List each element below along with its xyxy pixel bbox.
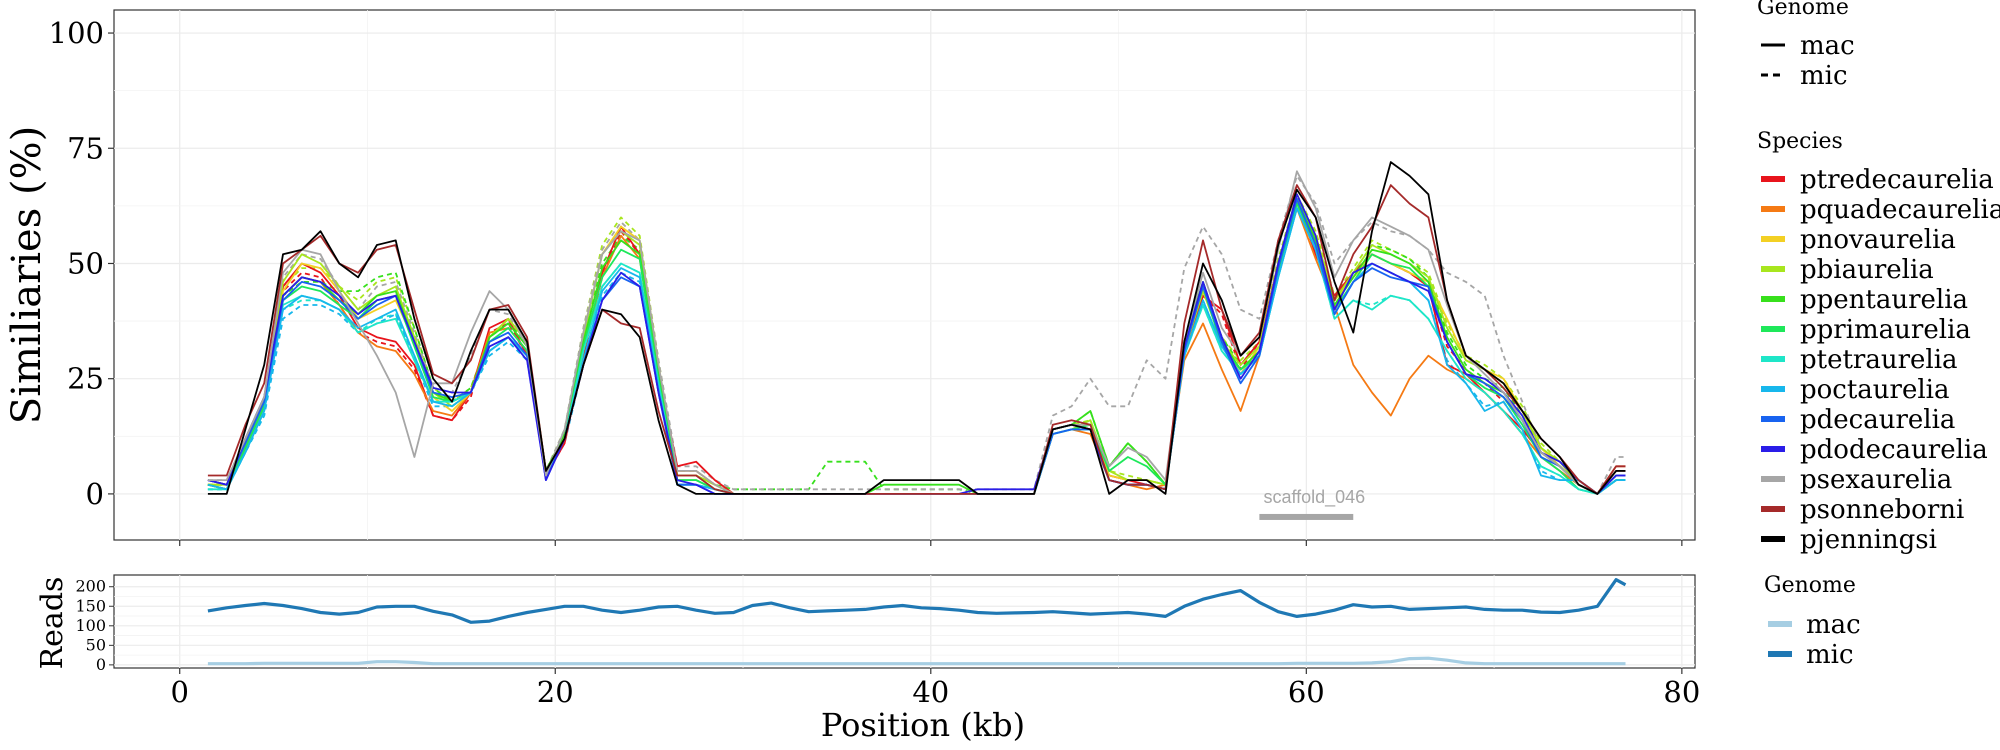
similarity-y-axis: 0 25 50 75 100 bbox=[49, 16, 114, 511]
similarity-plot-area bbox=[113, 9, 1696, 541]
legend-label-psexaurelia: psexaurelia bbox=[1800, 465, 1952, 495]
y-tick-label: 25 bbox=[67, 362, 104, 396]
legend-label-ptredecaurelia: ptredecaurelia bbox=[1800, 165, 1994, 195]
reads-line-mic bbox=[207, 578, 1627, 624]
species-legend-title: Species bbox=[1757, 129, 1843, 154]
reads-plot-area bbox=[113, 574, 1696, 669]
legend-label-pdecaurelia: pdecaurelia bbox=[1800, 405, 1955, 435]
similarity-y-label: Similiaries (%) bbox=[4, 126, 50, 424]
similarity-grid bbox=[114, 10, 1695, 540]
y-tick-label: 100 bbox=[49, 16, 104, 50]
legend-label-ppentaurelia: ppentaurelia bbox=[1800, 285, 1968, 315]
similarity-series bbox=[207, 161, 1626, 495]
reads-y-label: Reads bbox=[35, 577, 70, 670]
y-tick-label: 0 bbox=[96, 655, 106, 674]
reads-series bbox=[207, 578, 1627, 666]
scaffold-annotation: scaffold_046 bbox=[1259, 487, 1365, 520]
scaffold-label: scaffold_046 bbox=[1263, 487, 1365, 508]
reads-legend-title: Genome bbox=[1764, 573, 1856, 598]
legend-label-pquadecaurelia: pquadecaurelia bbox=[1800, 195, 2000, 225]
legend-label-pjenningsi: pjenningsi bbox=[1800, 525, 1937, 555]
similarity-panel: 0 25 50 75 100 scaffold_046 Similiaries (%) bbox=[4, 9, 1696, 541]
legend-label-pprimaurelia: pprimaurelia bbox=[1800, 315, 1971, 345]
legend-label-pdodecaurelia: pdodecaurelia bbox=[1800, 435, 1988, 465]
y-tick-label: 200 bbox=[75, 577, 106, 596]
reads-legend-label-mac: mac bbox=[1806, 610, 1861, 640]
x-tick-label: 40 bbox=[912, 675, 949, 709]
reads-line-mac bbox=[207, 656, 1626, 666]
y-tick-label: 0 bbox=[86, 477, 104, 511]
series-line-ppentaurelia-mac bbox=[207, 198, 1626, 495]
legend-label-poctaurelia: poctaurelia bbox=[1800, 375, 1950, 405]
legend-label-mac: mac bbox=[1800, 31, 1855, 61]
series-line-pjenningsi-mac bbox=[207, 161, 1626, 495]
x-axis: 0 20 40 60 80 bbox=[170, 540, 1700, 709]
legend-label-ptetraurelia: ptetraurelia bbox=[1800, 345, 1958, 375]
series-line-psonneborni-mac bbox=[207, 184, 1626, 495]
reads-genome-legend: Genome mac mic bbox=[1764, 573, 1861, 670]
legend-label-mic: mic bbox=[1800, 61, 1848, 91]
x-tick-label: 20 bbox=[537, 675, 574, 709]
y-tick-label: 50 bbox=[67, 246, 104, 280]
x-tick-label: 0 bbox=[170, 675, 188, 709]
y-tick-label: 100 bbox=[75, 616, 106, 635]
x-tick-label: 80 bbox=[1663, 675, 1700, 709]
species-legend: Species ptredecaureliapquadecaureliapnov… bbox=[1757, 129, 2000, 555]
y-tick-label: 75 bbox=[67, 131, 104, 165]
x-tick-label: 60 bbox=[1288, 675, 1325, 709]
legend-label-psonneborni: psonneborni bbox=[1800, 495, 1964, 525]
legend-label-pbiaurelia: pbiaurelia bbox=[1800, 255, 1934, 285]
y-tick-label: 150 bbox=[75, 596, 106, 615]
x-axis-label: Position (kb) bbox=[821, 706, 1025, 744]
reads-legend-label-mic: mic bbox=[1806, 640, 1854, 670]
y-tick-label: 50 bbox=[86, 635, 106, 654]
scaffold-bar bbox=[1259, 513, 1354, 520]
legend-label-pnovaurelia: pnovaurelia bbox=[1800, 225, 1956, 255]
genome-legend-title: Genome bbox=[1757, 0, 1849, 20]
genome-linetype-legend: Genome mac mic bbox=[1757, 0, 1855, 91]
